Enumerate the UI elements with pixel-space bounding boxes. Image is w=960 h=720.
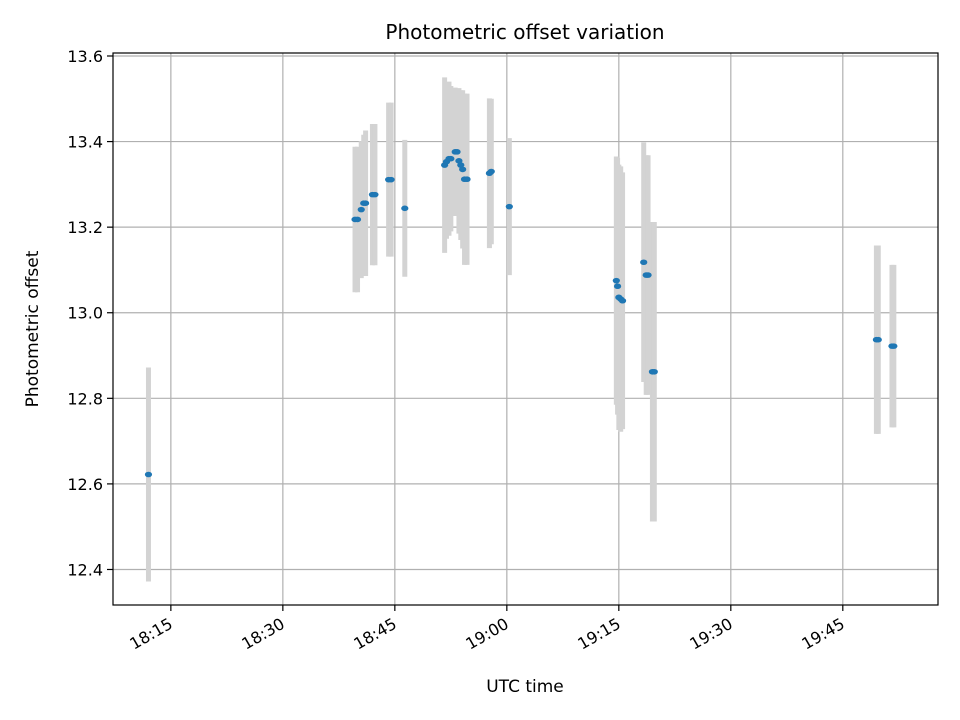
y-tick-label: 13.2 bbox=[67, 218, 103, 237]
point-layer bbox=[144, 149, 898, 478]
data-point bbox=[387, 176, 395, 183]
data-point bbox=[371, 191, 379, 198]
data-point bbox=[357, 206, 365, 213]
data-point bbox=[890, 343, 898, 349]
data-point bbox=[640, 259, 648, 266]
data-point bbox=[612, 277, 620, 284]
chart-title: Photometric offset variation bbox=[385, 20, 664, 44]
data-point bbox=[447, 155, 455, 162]
data-point bbox=[453, 149, 461, 155]
y-axis-label: Photometric offset bbox=[23, 250, 43, 407]
data-point bbox=[144, 471, 153, 478]
data-point bbox=[487, 168, 495, 175]
data-point bbox=[650, 368, 658, 375]
data-point bbox=[874, 336, 882, 343]
data-point bbox=[353, 216, 362, 223]
x-axis-label: UTC time bbox=[486, 677, 564, 697]
data-point bbox=[362, 200, 370, 206]
data-point bbox=[401, 205, 409, 212]
y-tick-label: 13.4 bbox=[67, 133, 103, 152]
plot-area-frame bbox=[112, 52, 939, 606]
data-point bbox=[618, 297, 627, 304]
data-point bbox=[457, 162, 465, 168]
data-point bbox=[644, 272, 652, 278]
y-tick-label: 12.4 bbox=[67, 560, 103, 579]
data-point bbox=[455, 158, 463, 164]
data-point bbox=[463, 176, 471, 183]
data-point bbox=[613, 283, 622, 290]
y-tick-label: 12.8 bbox=[67, 389, 103, 408]
data-point bbox=[505, 203, 513, 210]
y-tick-label: 13.0 bbox=[67, 304, 103, 323]
y-tick-label: 12.6 bbox=[67, 475, 103, 494]
y-tick-label: 13.6 bbox=[67, 47, 103, 66]
data-point bbox=[459, 166, 467, 173]
